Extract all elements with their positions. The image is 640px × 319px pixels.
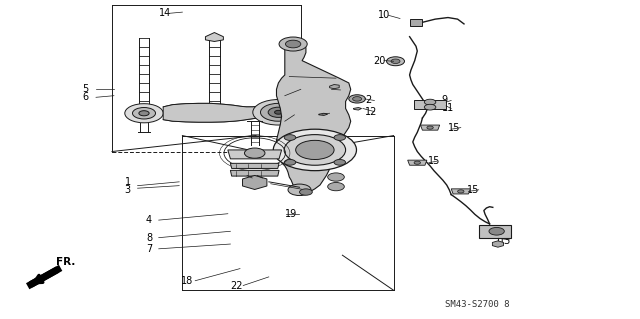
Circle shape [414, 161, 420, 164]
Text: 8: 8 [146, 233, 152, 243]
Text: 20: 20 [373, 56, 385, 66]
Circle shape [275, 110, 282, 114]
Circle shape [288, 184, 311, 196]
Circle shape [244, 148, 265, 158]
Text: 15: 15 [448, 122, 460, 133]
Text: 17: 17 [331, 85, 343, 95]
Text: 15: 15 [428, 156, 440, 166]
Circle shape [300, 189, 312, 195]
Circle shape [387, 57, 404, 66]
Polygon shape [330, 85, 339, 89]
Circle shape [284, 135, 346, 165]
Text: FR.: FR. [56, 257, 76, 267]
Polygon shape [230, 170, 279, 176]
Circle shape [260, 103, 296, 121]
Text: 19: 19 [285, 209, 297, 219]
Text: 3: 3 [125, 185, 131, 195]
Circle shape [132, 108, 156, 119]
Text: 5: 5 [82, 84, 88, 94]
Circle shape [125, 104, 163, 123]
Polygon shape [479, 225, 511, 238]
Polygon shape [205, 33, 223, 41]
Text: SM43-S2700 8: SM43-S2700 8 [445, 300, 509, 309]
Polygon shape [353, 108, 362, 110]
Polygon shape [420, 125, 440, 130]
Circle shape [279, 37, 307, 51]
Circle shape [334, 160, 346, 165]
Text: 4: 4 [146, 215, 152, 225]
Text: 1: 1 [125, 177, 131, 187]
Text: 12: 12 [365, 107, 377, 117]
Polygon shape [319, 113, 328, 115]
Circle shape [334, 135, 346, 140]
Polygon shape [414, 100, 446, 109]
Text: 10: 10 [378, 10, 390, 20]
Circle shape [273, 129, 356, 171]
Text: 13: 13 [499, 236, 511, 246]
Text: 6: 6 [82, 92, 88, 102]
Polygon shape [228, 150, 282, 159]
Circle shape [285, 40, 301, 48]
Circle shape [458, 190, 464, 193]
Circle shape [353, 97, 362, 101]
Circle shape [139, 111, 149, 116]
Circle shape [328, 173, 344, 181]
Circle shape [328, 182, 344, 191]
Text: 2: 2 [365, 95, 371, 106]
Circle shape [391, 59, 400, 63]
Polygon shape [492, 241, 504, 247]
Polygon shape [410, 19, 422, 26]
Text: 11: 11 [442, 103, 454, 114]
Circle shape [284, 160, 296, 165]
Polygon shape [230, 163, 279, 168]
Text: 18: 18 [181, 276, 193, 286]
Text: 9: 9 [442, 95, 448, 106]
Circle shape [349, 95, 365, 103]
Text: 15: 15 [467, 185, 479, 195]
Text: 14: 14 [159, 8, 171, 19]
Circle shape [424, 99, 436, 105]
Text: 22: 22 [230, 280, 243, 291]
Circle shape [268, 107, 289, 117]
Circle shape [284, 135, 296, 140]
Circle shape [489, 227, 504, 235]
Circle shape [253, 100, 304, 125]
Circle shape [427, 126, 433, 129]
Circle shape [424, 104, 436, 110]
Circle shape [296, 140, 334, 160]
Polygon shape [276, 38, 351, 192]
Polygon shape [163, 103, 266, 122]
Polygon shape [243, 175, 267, 189]
Text: 7: 7 [146, 244, 152, 254]
Polygon shape [451, 189, 470, 194]
Polygon shape [408, 160, 427, 165]
Text: 21: 21 [320, 108, 332, 118]
